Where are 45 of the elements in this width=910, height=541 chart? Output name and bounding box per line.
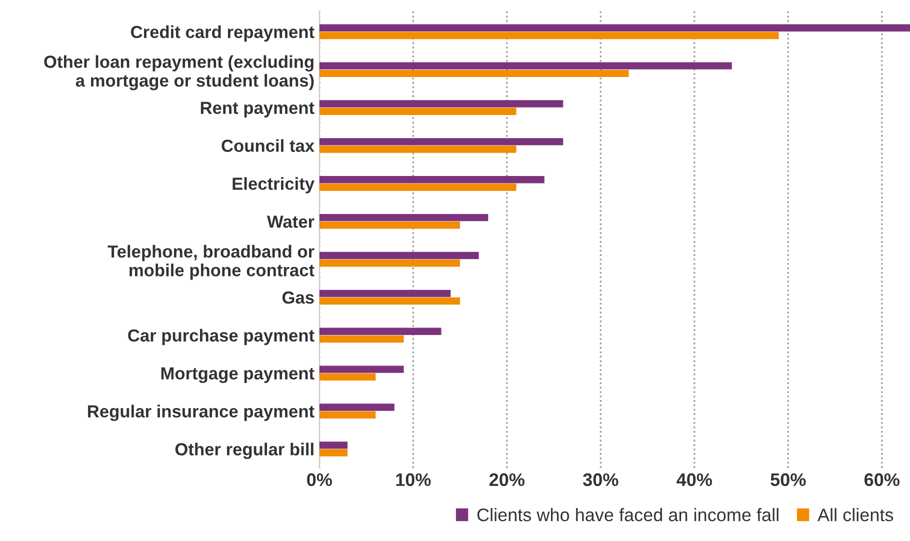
bar [319,297,460,305]
bar [319,328,442,335]
bar [319,100,564,108]
bar [319,70,629,78]
bar [319,214,488,222]
bar [319,176,544,184]
x-tick-label: 0% [307,473,332,486]
y-tick-label: Credit card repayment [130,25,314,42]
bar [319,366,404,373]
y-tick-label: Gas [282,291,314,304]
bar [319,373,376,381]
bar [319,62,732,70]
bar [319,404,394,411]
x-tick-label: 60% [864,473,900,486]
y-tick-label: Water [266,216,314,228]
bar [319,260,460,267]
y-tick-label: Rent payment [200,102,314,118]
bar [319,335,404,343]
legend-label: All clients [818,508,894,522]
bar [319,222,460,229]
bar [319,449,348,456]
x-tick-label: 30% [582,473,618,486]
y-tick-label: Council tax [222,139,314,152]
bar [319,146,516,153]
y-tick-label: Other regular bill [175,442,314,459]
y-tick-label: Car purchase payment [128,328,314,346]
bar [319,138,564,146]
y-tick-label: Telephone, broadband or mobile phone contract [108,244,314,280]
x-tick-label: 10% [396,473,431,486]
x-tick-label: 20% [489,473,524,486]
y-tick-label: Regular insurance payment [88,404,314,422]
y-tick-label: Electricity [232,177,314,194]
bar [319,32,779,40]
legend-label: Clients who have faced an income fall [477,508,778,522]
bar [319,442,348,449]
bar [319,108,516,115]
y-tick-label: Other loan repayment (excluding a mortgage or student loans) [44,55,314,90]
x-tick-label: 40% [676,473,712,486]
x-tick-label: 50% [770,473,806,486]
bar [319,411,376,418]
bar [319,24,910,32]
bar [319,252,479,260]
bar [319,184,516,191]
bar [319,290,451,298]
y-tick-label: Mortgage payment [161,367,314,384]
